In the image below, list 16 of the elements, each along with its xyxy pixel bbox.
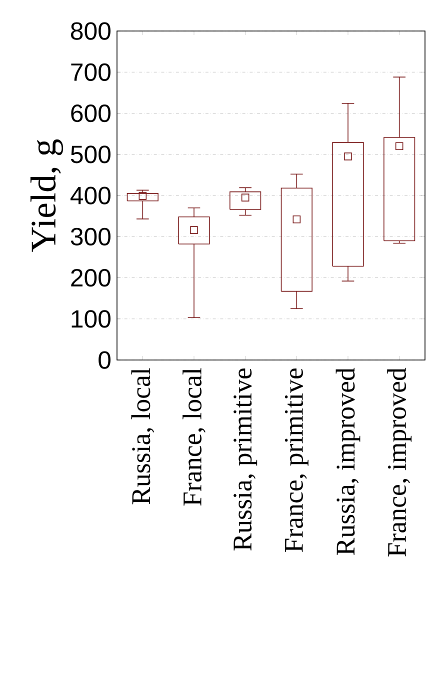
x-tick-label: Russia, primitive: [234, 368, 258, 551]
x-tick-label: France, local: [182, 368, 206, 506]
y-tick-label: 700: [71, 63, 110, 81]
x-tick-label: Russia, local: [131, 368, 154, 504]
x-tick-label: France, primitive: [284, 368, 308, 552]
y-tick-label: 300: [70, 228, 110, 246]
y-tick-label: 500: [70, 146, 110, 164]
y-tick-label: 0: [98, 351, 111, 369]
y-tick-label: 200: [71, 268, 110, 287]
y-tick-label: 800: [71, 22, 110, 40]
x-tick-label: Russia, improved: [336, 368, 360, 556]
y-axis-title: Yield, g: [30, 139, 64, 252]
y-tick-label: 100: [72, 310, 110, 328]
y-tick-label: 400: [70, 186, 110, 204]
y-tick-label: 600: [71, 104, 110, 122]
x-tick-label: France, improved: [387, 368, 412, 556]
